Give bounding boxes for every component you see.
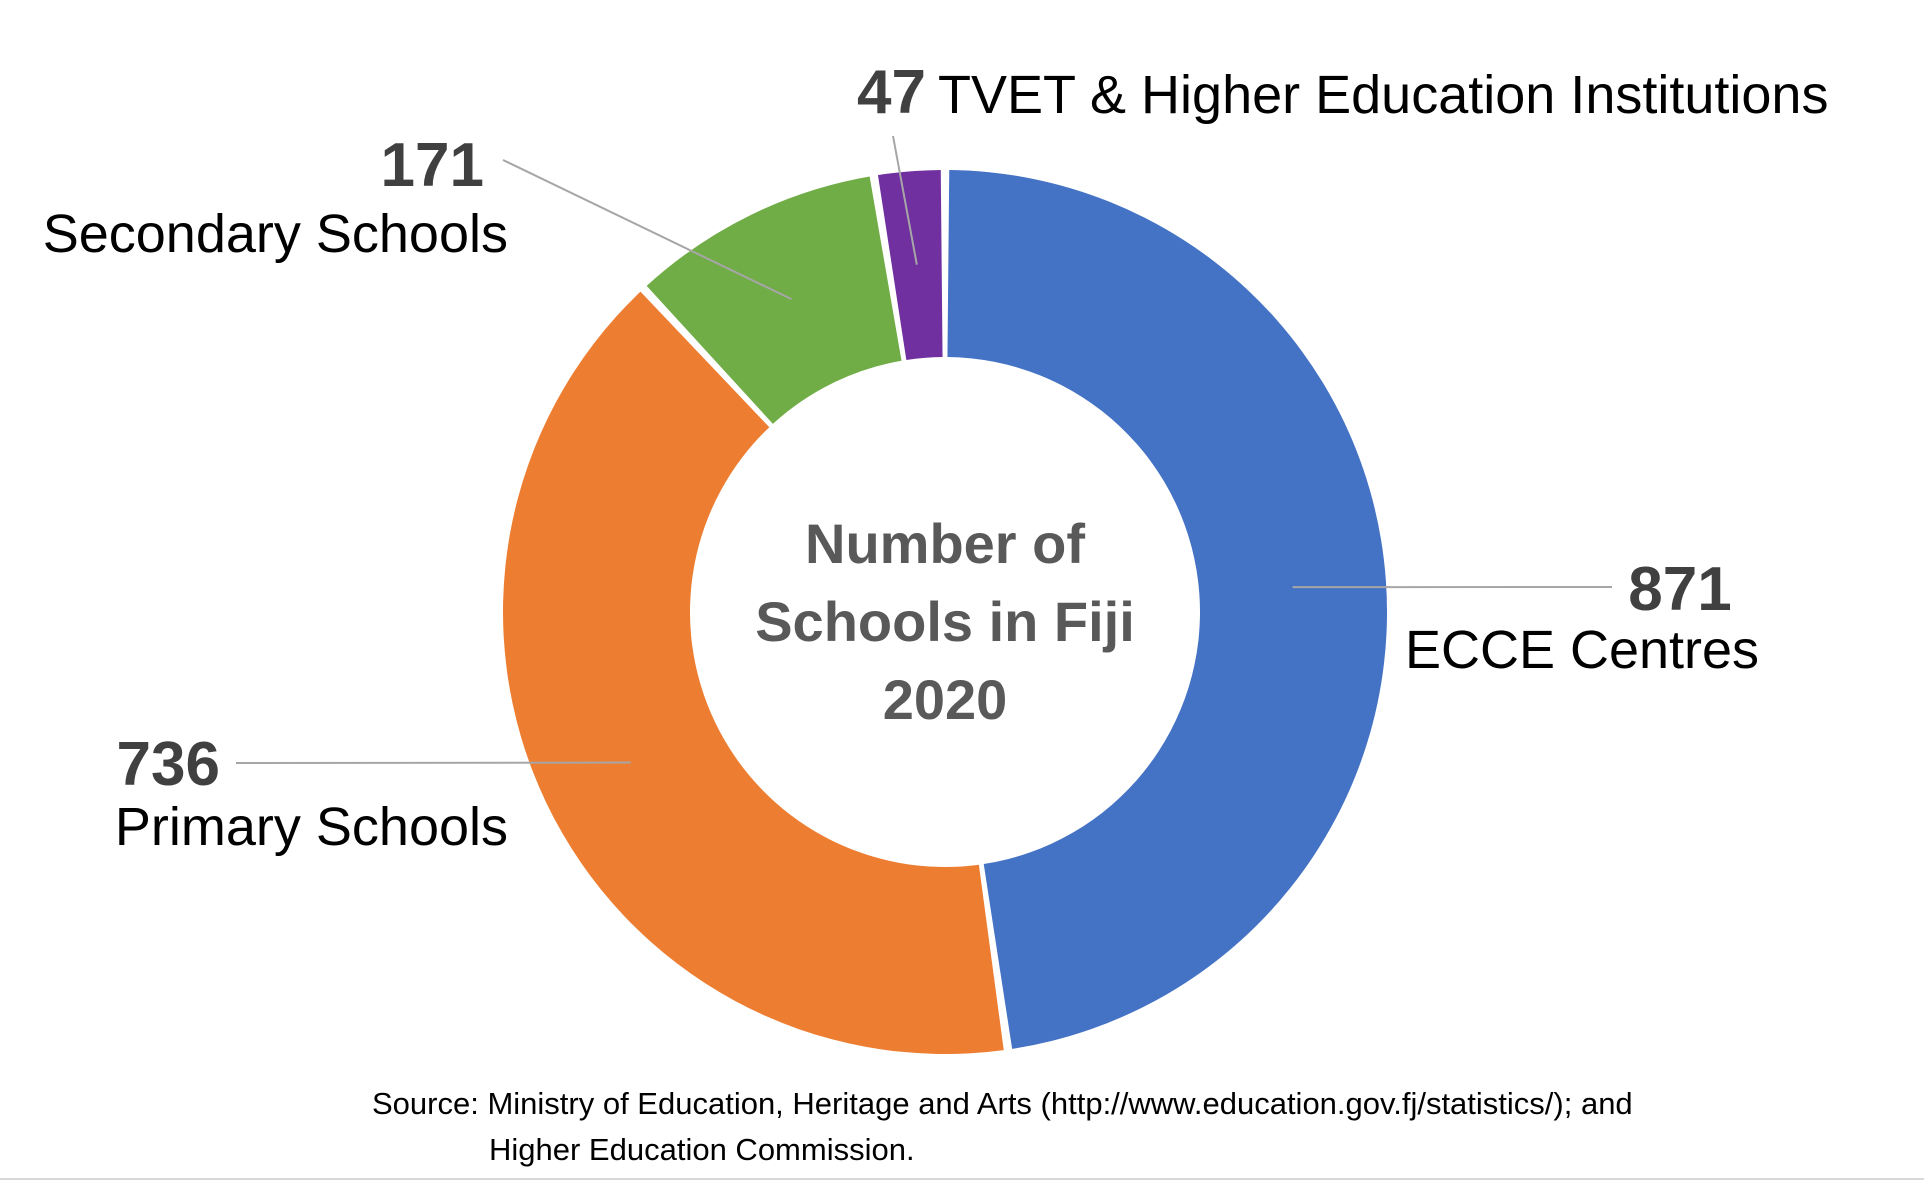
data-label-value-tvet: 47: [857, 58, 926, 127]
slice-secondary-schools: [646, 176, 902, 424]
data-label-value-ecce: 871: [1628, 555, 1731, 624]
center-title-line-2: Schools in Fiji: [755, 590, 1135, 653]
data-label-category-secondary: Secondary Schools: [43, 204, 508, 264]
center-title-line-1: Number of: [805, 512, 1085, 575]
leader-line-tvet-and-higher-education-institutions: [892, 135, 918, 265]
center-title-line-3: 2020: [883, 668, 1008, 731]
slice-primary-schools: [502, 291, 1004, 1055]
slice-tvet-and-higher-education-institutions: [877, 170, 943, 360]
data-label-category-tvet: TVET & Higher Education Institutions: [938, 65, 1828, 125]
data-label-value-secondary: 171: [381, 131, 484, 200]
slices-group: [502, 170, 1387, 1055]
source-note-line-1: Source: Ministry of Education, Heritage …: [372, 1086, 1633, 1121]
leader-lines-group: [235, 135, 1613, 764]
data-label-value-primary: 736: [117, 730, 220, 799]
leader-line-secondary-schools: [502, 159, 792, 301]
slice-ecce-centres: [947, 170, 1387, 1049]
data-label-category-primary: Primary Schools: [115, 797, 508, 857]
source-note-line-2: Higher Education Commission.: [489, 1132, 915, 1167]
data-label-category-ecce: ECCE Centres: [1405, 620, 1759, 680]
